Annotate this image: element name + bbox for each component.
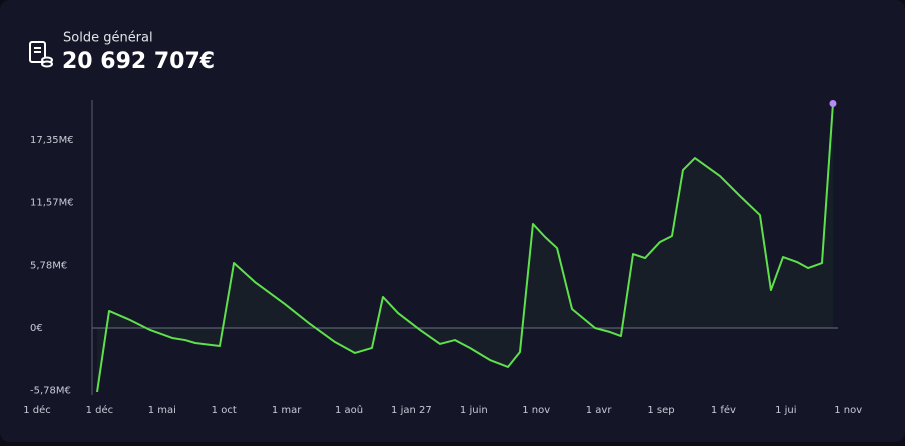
x-tick-label: 1 nov [522, 405, 550, 416]
end-marker [829, 100, 837, 108]
y-tick-label: -5,78M€ [30, 386, 71, 397]
x-tick-label: 1 oct [212, 405, 237, 416]
x-tick-label: 1 aoû [335, 404, 363, 416]
x-tick-label: 1 juin [460, 405, 488, 416]
balance-line [96, 103, 834, 393]
y-tick-label: 17,35M€ [30, 135, 74, 146]
x-tick-label: 1 sep [647, 405, 674, 416]
x-tick-label: 1 nov [834, 405, 862, 416]
y-tick-label: 11,57M€ [30, 197, 74, 208]
y-tick-label: 0€ [30, 323, 43, 334]
area-fill [97, 103, 833, 393]
x-tick-label: 1 jui [775, 405, 796, 416]
balance-total: 20 692 707€ [62, 49, 215, 74]
x-tick-label: 1 avr [586, 405, 613, 416]
x-tick-label: 1 fév [711, 404, 736, 416]
x-tick-label: 1 déc [23, 404, 51, 416]
x-tick-label: 1 déc [86, 404, 114, 416]
balance-label: Solde général [63, 31, 153, 46]
x-tick-label: 1 mai [148, 405, 176, 416]
x-tick-label: 1 jan 27 [391, 405, 432, 416]
x-tick-label: 1 mar [272, 405, 302, 416]
y-tick-label: 5,78M€ [30, 260, 67, 271]
balance-icon [29, 41, 53, 68]
